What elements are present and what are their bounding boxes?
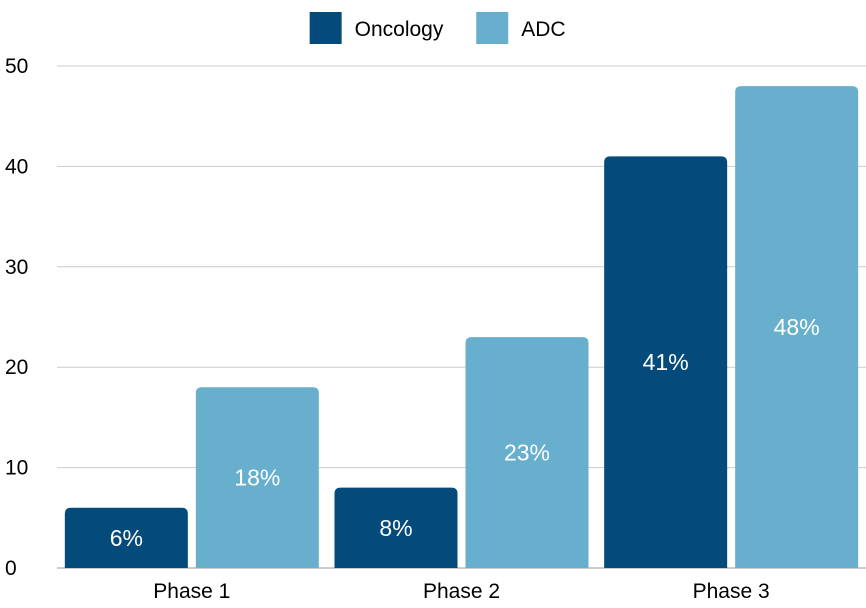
- legend-label-oncology: Oncology: [355, 18, 444, 41]
- y-tick-label-50: 50: [5, 55, 28, 78]
- x-tick-label-phase-1: Phase 1: [153, 580, 230, 603]
- legend-swatch-oncology: [309, 12, 342, 44]
- data-label-adc-phase-2: 23%: [504, 440, 550, 466]
- legend-label-adc: ADC: [521, 18, 565, 41]
- x-tick-label-phase-2: Phase 2: [423, 580, 500, 603]
- y-tick-label-30: 30: [5, 256, 28, 279]
- y-axis-ticks: 0 10 20 30 40 50: [5, 55, 28, 580]
- data-label-oncology-phase-1: 6%: [110, 525, 143, 551]
- y-tick-label-40: 40: [5, 155, 28, 178]
- bar-adc-phase-1: [195, 387, 319, 568]
- x-tick-label-phase-3: Phase 3: [693, 580, 770, 603]
- data-label-adc-phase-3: 48%: [774, 314, 820, 340]
- y-tick-label-20: 20: [5, 356, 28, 379]
- data-label-adc-phase-1: 18%: [234, 465, 280, 491]
- bar-adc-phase-3: [735, 86, 859, 568]
- bar-oncology-phase-1: [64, 507, 188, 568]
- gridlines: [57, 65, 866, 569]
- y-tick-label-10: 10: [5, 457, 28, 480]
- legend: Oncology ADC: [309, 12, 566, 44]
- data-label-oncology-phase-3: 41%: [643, 349, 689, 375]
- bars: [64, 86, 859, 569]
- bar-adc-phase-2: [465, 337, 589, 568]
- bar-oncology-phase-3: [604, 156, 728, 569]
- data-labels: 6% 18% 8% 23% 41% 48%: [110, 314, 820, 551]
- data-label-oncology-phase-2: 8%: [379, 515, 412, 541]
- bar-oncology-phase-2: [334, 487, 458, 568]
- x-axis-ticks: Phase 1 Phase 2 Phase 3: [153, 580, 769, 603]
- legend-swatch-adc: [476, 12, 509, 44]
- y-tick-label-0: 0: [5, 557, 17, 580]
